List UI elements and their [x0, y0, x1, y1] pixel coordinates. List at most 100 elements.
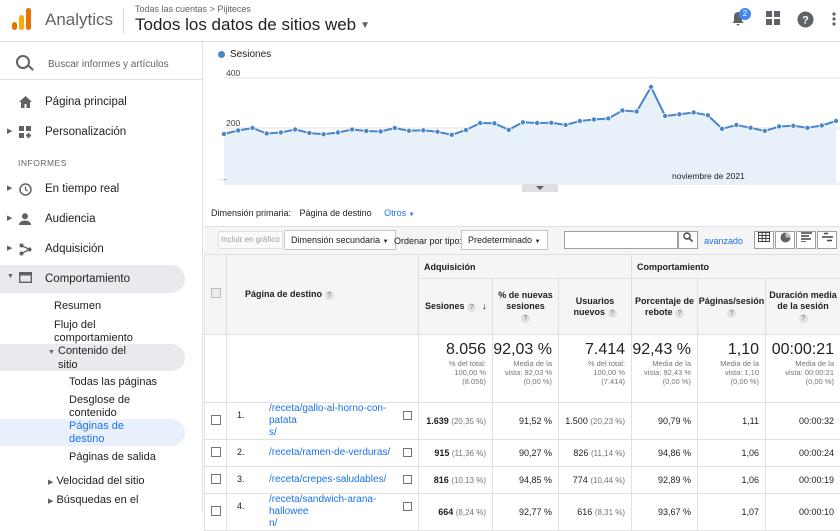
sessions-point[interactable]: [435, 129, 440, 134]
row-checkbox[interactable]: [211, 415, 221, 425]
other-dimension-link[interactable]: Otros ▼: [384, 208, 414, 218]
sessions-point[interactable]: [307, 130, 312, 135]
help-icon[interactable]: ?: [796, 11, 814, 29]
landing-page-link[interactable]: /receta/crepes-saludables/: [269, 474, 404, 486]
sessions-point[interactable]: [449, 132, 454, 137]
plot-rows-button[interactable]: Incluir en gráfico: [218, 231, 283, 249]
sessions-point[interactable]: [734, 122, 739, 127]
help-icon[interactable]: ?: [467, 303, 476, 312]
sessions-point[interactable]: [236, 128, 241, 133]
sessions-point[interactable]: [791, 123, 796, 128]
sessions-point[interactable]: [677, 112, 682, 117]
nav-behavior[interactable]: ▼ Comportamiento: [0, 265, 185, 293]
sessions-point[interactable]: [250, 125, 255, 130]
sessions-point[interactable]: [364, 128, 369, 133]
sessions-point[interactable]: [421, 128, 426, 133]
sort-type-dropdown[interactable]: Predeterminado ▼: [461, 230, 548, 250]
nav-site-content[interactable]: ▼ Contenido del sitio: [48, 345, 126, 372]
breadcrumb[interactable]: Todas las cuentas > Pijiteces: [135, 4, 251, 14]
landing-page-header[interactable]: Página de destino ?: [227, 255, 419, 335]
view-selector[interactable]: Todos los datos de sitios web▼: [135, 15, 370, 35]
sessions-header[interactable]: Sesiones ? ↓: [419, 279, 493, 335]
sessions-point[interactable]: [777, 124, 782, 129]
help-icon[interactable]: ?: [675, 309, 684, 318]
sessions-point[interactable]: [762, 128, 767, 133]
expand-arrow-icon[interactable]: ▶: [7, 244, 12, 252]
sessions-point[interactable]: [378, 129, 383, 134]
nav-landing-pages[interactable]: Páginas de destino: [69, 420, 124, 446]
table-filter-input[interactable]: [564, 231, 678, 249]
table-row[interactable]: 2. /receta/ramen-de-verduras/ 915 (11,36…: [205, 440, 840, 467]
sessions-point[interactable]: [506, 127, 511, 132]
sessions-point[interactable]: [293, 127, 298, 132]
help-icon[interactable]: ?: [727, 309, 736, 318]
landing-page-link[interactable]: /receta/gallo-al-horno-con-patata s/: [269, 403, 404, 439]
table-view-icon[interactable]: [754, 231, 774, 249]
nav-realtime[interactable]: ▶ En tiempo real: [0, 178, 203, 202]
sessions-point[interactable]: [720, 126, 725, 131]
open-external-icon[interactable]: [403, 502, 412, 511]
nav-audience[interactable]: ▶ Audiencia: [0, 208, 203, 232]
collapse-arrow-icon[interactable]: ▼: [7, 273, 14, 280]
sessions-point[interactable]: [620, 108, 625, 113]
open-external-icon[interactable]: [403, 475, 412, 484]
sessions-point[interactable]: [549, 120, 554, 125]
sessions-point[interactable]: [805, 125, 810, 130]
row-checkbox[interactable]: [211, 506, 221, 516]
help-icon[interactable]: ?: [325, 291, 334, 300]
landing-page-link[interactable]: /receta/sandwich-arana-hallowee n/: [269, 494, 404, 530]
sessions-point[interactable]: [321, 132, 326, 137]
comparison-view-icon[interactable]: [817, 231, 837, 249]
sessions-point[interactable]: [691, 110, 696, 115]
table-row[interactable]: 3. /receta/crepes-saludables/ 816 (10,13…: [205, 467, 840, 494]
sessions-point[interactable]: [577, 118, 582, 123]
sessions-point[interactable]: [634, 109, 639, 114]
open-external-icon[interactable]: [403, 411, 412, 420]
table-row[interactable]: 1. /receta/gallo-al-horno-con-patata s/ …: [205, 403, 840, 440]
report-search[interactable]: Buscar informes y artículos: [0, 50, 203, 80]
nav-behavior-flow[interactable]: Flujo del comportamiento: [54, 319, 133, 345]
pie-view-icon[interactable]: [775, 231, 795, 249]
collapse-arrow-icon[interactable]: ▼: [48, 349, 55, 356]
pages-per-session-header[interactable]: Páginas/sesión?: [698, 279, 766, 335]
landing-page-link[interactable]: /receta/ramen-de-verduras/: [269, 447, 404, 459]
sessions-point[interactable]: [833, 118, 838, 123]
performance-view-icon[interactable]: [796, 231, 816, 249]
breadcrumb-account[interactable]: Todas las cuentas: [135, 4, 207, 14]
sessions-point[interactable]: [520, 120, 525, 125]
sessions-point[interactable]: [264, 131, 269, 136]
sessions-point[interactable]: [492, 121, 497, 126]
row-checkbox[interactable]: [211, 474, 221, 484]
sessions-point[interactable]: [335, 130, 340, 135]
sessions-point[interactable]: [406, 128, 411, 133]
apps-grid-icon[interactable]: [764, 11, 782, 29]
sessions-point[interactable]: [819, 123, 824, 128]
expand-arrow-icon[interactable]: ▶: [48, 479, 53, 486]
sessions-point[interactable]: [648, 84, 653, 89]
table-search-button[interactable]: [678, 231, 698, 249]
nav-site-search[interactable]: ▶ Búsquedas en el: [48, 494, 138, 508]
sessions-point[interactable]: [606, 116, 611, 121]
secondary-dimension-dropdown[interactable]: Dimensión secundaria ▼: [284, 230, 396, 250]
select-all-checkbox[interactable]: [211, 288, 221, 298]
nav-home[interactable]: Página principal: [0, 91, 203, 115]
nav-exit-pages[interactable]: Páginas de salida: [69, 451, 156, 464]
advanced-filter-link[interactable]: avanzado: [704, 236, 743, 246]
open-external-icon[interactable]: [403, 448, 412, 457]
sessions-point[interactable]: [392, 125, 397, 130]
sessions-point[interactable]: [563, 122, 568, 127]
sessions-point[interactable]: [748, 125, 753, 130]
sessions-point[interactable]: [478, 120, 483, 125]
table-row[interactable]: 4. /receta/sandwich-arana-hallowee n/ 66…: [205, 494, 840, 531]
breadcrumb-property[interactable]: Pijiteces: [217, 4, 251, 14]
sessions-point[interactable]: [463, 127, 468, 132]
nav-site-speed[interactable]: ▶ Velocidad del sitio: [48, 475, 145, 489]
expand-arrow-icon[interactable]: ▶: [7, 214, 12, 222]
help-icon[interactable]: ?: [608, 309, 617, 318]
sessions-point[interactable]: [705, 113, 710, 118]
help-icon[interactable]: ?: [799, 314, 808, 323]
